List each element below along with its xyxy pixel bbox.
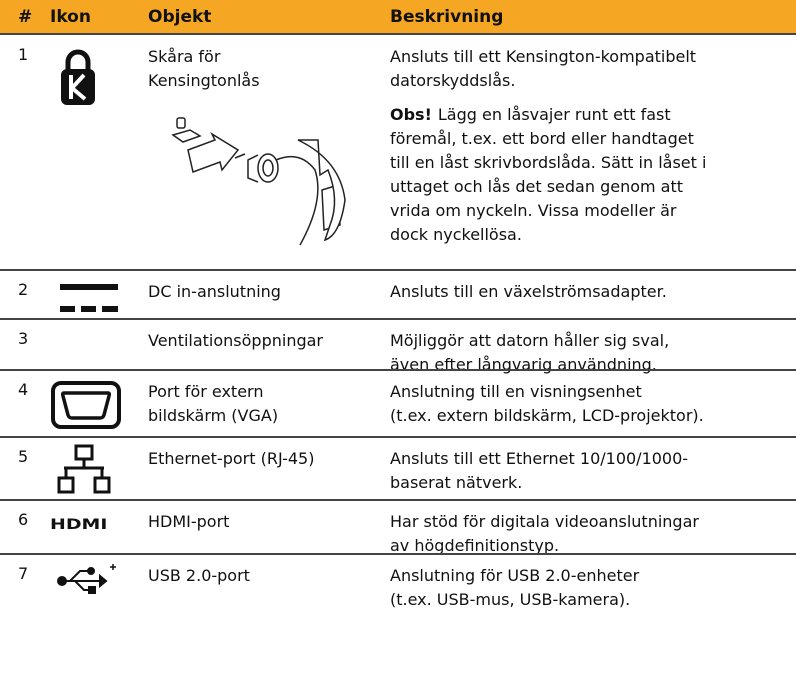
header-cell: Ikon: [50, 7, 91, 27]
table-header: [0, 0, 796, 34]
description-text: Ansluts till en växelströmsadapter.: [390, 282, 667, 301]
vga-icon: [51, 381, 121, 429]
description-text: av högdefinitionstyp.: [390, 536, 560, 555]
note-line: dock nyckellösa.: [390, 223, 522, 247]
row-separator: [0, 499, 796, 501]
row-number: 6: [18, 510, 29, 529]
header-cell: #: [18, 7, 33, 27]
description-text: (t.ex. USB-mus, USB-kamera).: [390, 590, 631, 609]
row-separator: [0, 436, 796, 438]
object-text: Kensingtonlås: [148, 71, 260, 90]
object-text: Port för extern: [148, 382, 264, 401]
header-cell: Beskrivning: [390, 7, 504, 27]
hdmi-logo: HDMI: [50, 517, 108, 533]
note-text: Lägg en låsvajer runt ett fast: [437, 105, 671, 124]
row-number: 5: [18, 447, 29, 466]
object-text: USB 2.0-port: [148, 566, 250, 585]
object-text: Skåra för: [148, 47, 221, 66]
description-text: Möjliggör att datorn håller sig sval,: [390, 331, 670, 350]
note-text: till en låst skrivbordslåda. Sätt in lås…: [390, 153, 707, 172]
row-separator: [0, 33, 796, 35]
note-text: uttaget och lås det sedan genom att: [390, 177, 684, 196]
note-text: föremål, t.ex. ett bord eller handtaget: [390, 129, 694, 148]
note-text: dock nyckellösa.: [390, 225, 522, 244]
object-text: DC in-anslutning: [148, 282, 281, 301]
description-text: baserat nätverk.: [390, 473, 523, 492]
note-line: föremål, t.ex. ett bord eller handtaget: [390, 127, 694, 151]
description-text: Anslutning för USB 2.0-enheter: [390, 566, 640, 585]
row-number: 1: [18, 45, 29, 64]
header-cell: Objekt: [148, 7, 212, 27]
row-separator: [0, 269, 796, 271]
row-separator: [0, 553, 796, 555]
usb-icon: [57, 564, 116, 594]
description-text: Har stöd för digitala videoanslutningar: [390, 512, 699, 531]
row-number: 7: [18, 564, 29, 583]
object-text: Ventilationsöppningar: [148, 331, 324, 350]
object-text: Ethernet-port (RJ-45): [148, 449, 315, 468]
object-text: bildskärm (VGA): [148, 406, 279, 425]
dc-icon: [60, 284, 118, 312]
description-text: Ansluts till ett Ethernet 10/100/1000-: [390, 449, 689, 468]
note-text: vrida om nyckeln. Vissa modeller är: [390, 201, 677, 220]
note-line: vrida om nyckeln. Vissa modeller är: [390, 199, 676, 223]
row-number: 3: [18, 329, 29, 348]
note-line: Obs! Lägg en låsvajer runt ett fast: [390, 103, 671, 127]
row-number: 4: [18, 380, 29, 399]
lock-illustration: [171, 117, 346, 246]
description-text: datorskyddslås.: [390, 71, 516, 90]
object-text: HDMI-port: [148, 512, 230, 531]
note-label: Obs!: [390, 105, 432, 124]
kensington-icon: [61, 49, 95, 105]
row-number: 2: [18, 280, 29, 299]
row-separator: [0, 369, 796, 371]
description-text: (t.ex. extern bildskärm, LCD-projektor).: [390, 406, 704, 425]
note-line: till en låst skrivbordslåda. Sätt in lås…: [390, 151, 706, 175]
ethernet-icon: [57, 444, 111, 494]
note-line: uttaget och lås det sedan genom att: [390, 175, 683, 199]
description-text: även efter långvarig användning.: [390, 355, 657, 374]
row-separator: [0, 318, 796, 320]
description-text: Anslutning till en visningsenhet: [390, 382, 642, 401]
description-text: Ansluts till ett Kensington-kompatibelt: [390, 47, 697, 66]
